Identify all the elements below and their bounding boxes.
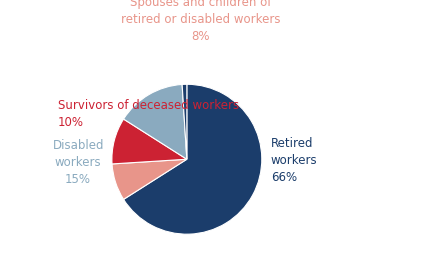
Wedge shape	[182, 84, 187, 159]
Text: Disabled
workers
15%: Disabled workers 15%	[52, 139, 104, 186]
Wedge shape	[123, 84, 187, 159]
Text: Retired
workers
66%: Retired workers 66%	[270, 137, 317, 184]
Wedge shape	[112, 159, 187, 200]
Text: Spouses and children of
retired or disabled workers
8%: Spouses and children of retired or disab…	[120, 0, 279, 43]
Wedge shape	[123, 84, 261, 234]
Wedge shape	[112, 119, 187, 164]
Text: Survivors of deceased workers
10%: Survivors of deceased workers 10%	[58, 99, 239, 129]
